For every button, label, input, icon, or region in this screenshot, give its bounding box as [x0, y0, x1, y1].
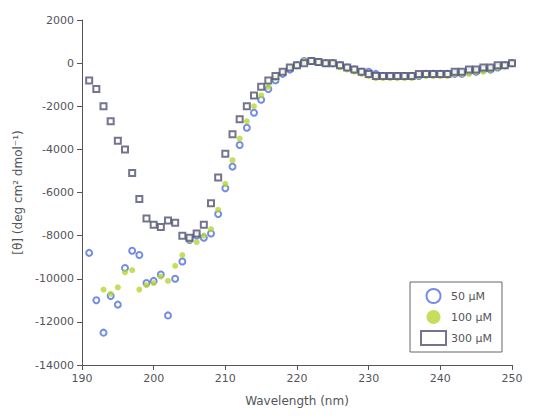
svg-text:230: 230: [358, 372, 379, 385]
svg-text:-2000: -2000: [42, 100, 74, 113]
svg-text:-12000: -12000: [35, 315, 74, 328]
svg-text:250: 250: [502, 372, 523, 385]
svg-text:-14000: -14000: [35, 359, 74, 372]
svg-text:210: 210: [215, 372, 236, 385]
svg-text:-6000: -6000: [42, 186, 74, 199]
svg-text:[θ] (deg cm² dmol⁻¹): [θ] (deg cm² dmol⁻¹): [11, 130, 25, 254]
svg-text:240: 240: [430, 372, 451, 385]
svg-text:200: 200: [143, 372, 164, 385]
svg-text:-10000: -10000: [35, 272, 74, 285]
svg-text:-8000: -8000: [42, 229, 74, 242]
svg-text:220: 220: [287, 372, 308, 385]
svg-text:0: 0: [67, 57, 74, 70]
svg-text:2000: 2000: [46, 14, 74, 27]
svg-text:300 μM: 300 μM: [451, 332, 492, 345]
svg-text:190: 190: [72, 372, 93, 385]
svg-text:100 μM: 100 μM: [451, 311, 492, 324]
svg-text:50 μM: 50 μM: [451, 290, 485, 303]
svg-text:Wavelength (nm): Wavelength (nm): [245, 394, 349, 408]
svg-text:-4000: -4000: [42, 143, 74, 156]
